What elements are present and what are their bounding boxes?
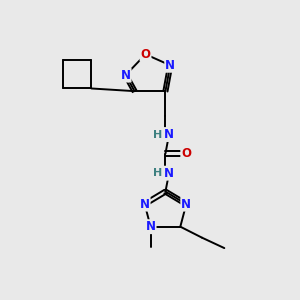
Text: H: H bbox=[152, 168, 162, 178]
Text: N: N bbox=[181, 198, 191, 211]
Text: O: O bbox=[181, 147, 191, 160]
Text: N: N bbox=[140, 198, 150, 211]
Text: N: N bbox=[121, 69, 130, 82]
Text: N: N bbox=[165, 59, 175, 72]
Text: N: N bbox=[164, 167, 174, 180]
Text: N: N bbox=[164, 128, 174, 141]
Text: N: N bbox=[146, 220, 156, 233]
Text: H: H bbox=[152, 130, 162, 140]
Text: O: O bbox=[140, 48, 151, 61]
